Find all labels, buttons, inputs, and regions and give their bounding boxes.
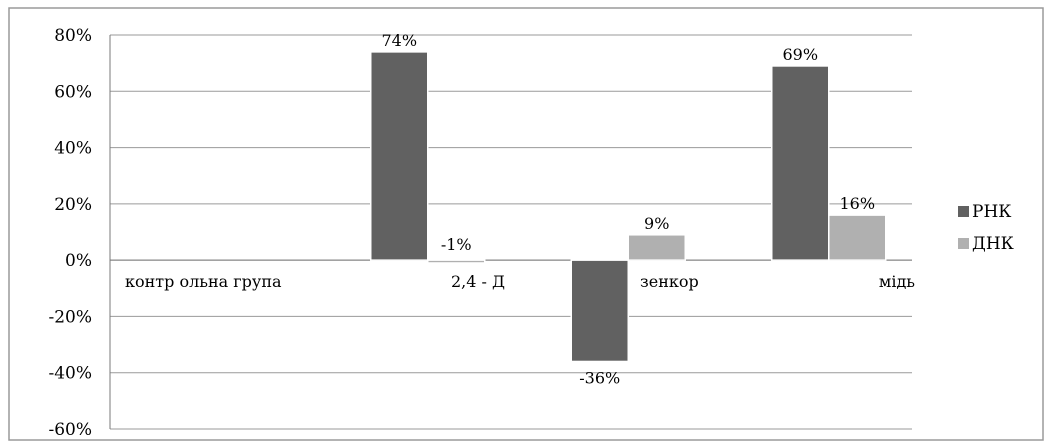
y-axis-ticks: 80% 60% 40% 20% 0% -20% -40% -60% (48, 26, 92, 440)
x-axis-categories: контр ольна група 2,4 - Д зенкор мідь (125, 272, 915, 291)
bar-dnk (828, 214, 887, 261)
y-tick-label: -40% (48, 364, 92, 384)
data-labels: 74% -36% 69% -1% 9% 16% (381, 31, 875, 388)
legend: РНК ДНК (958, 202, 1014, 254)
y-tick-label: 80% (54, 26, 92, 46)
legend-swatch (958, 238, 969, 249)
x-category-label: зенкор (640, 272, 699, 291)
bar-dnk (627, 234, 686, 261)
x-category-label: 2,4 - Д (451, 272, 505, 291)
bar-rnk (570, 259, 629, 363)
data-label: 74% (381, 31, 417, 50)
y-tick-label: -60% (48, 420, 92, 440)
data-label: -1% (441, 235, 472, 254)
legend-label: ДНК (972, 234, 1014, 254)
bars (370, 51, 887, 363)
x-category-label: контр ольна група (125, 272, 282, 291)
chart-frame (8, 7, 1044, 441)
y-tick-label: 0% (65, 251, 92, 271)
bar-dnk (427, 259, 486, 264)
y-tick-label: 60% (54, 82, 92, 102)
y-tick-label: 20% (54, 195, 92, 215)
y-tick-label: 40% (54, 139, 92, 159)
legend-label: РНК (972, 202, 1011, 222)
data-label: 9% (644, 214, 669, 233)
legend-swatch (958, 206, 969, 217)
bar-rnk (771, 65, 830, 261)
data-label: -36% (579, 368, 620, 387)
data-label: 69% (782, 45, 818, 64)
y-tick-label: -20% (48, 307, 92, 327)
x-category-label: мідь (879, 272, 915, 291)
data-label: 16% (839, 194, 875, 213)
bar-rnk (370, 51, 429, 261)
